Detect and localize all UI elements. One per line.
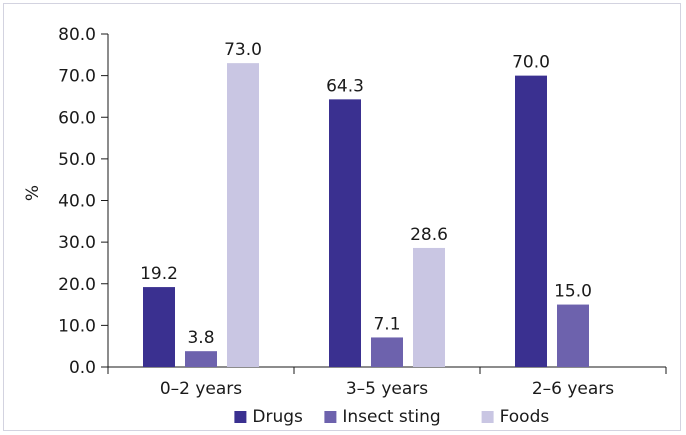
bar-value-label: 15.0 (554, 282, 592, 302)
legend: Drugs Insect sting Foods (234, 407, 549, 427)
bar-drugs (515, 75, 547, 367)
y-tick-label: 0.0 (69, 358, 96, 378)
bar-insect-sting (557, 304, 589, 367)
bar-foods (413, 247, 445, 367)
legend-swatch-foods (481, 411, 494, 423)
bar-foods (227, 63, 259, 367)
y-tick-label: 80.0 (58, 25, 96, 45)
x-tick-label: 2–6 years (532, 379, 614, 399)
bar-value-label: 19.2 (140, 264, 178, 284)
legend-swatch-drugs (234, 411, 247, 423)
y-axis-label: % (23, 185, 43, 201)
bar-value-label: 70.0 (512, 53, 550, 73)
legend-label: Drugs (252, 407, 303, 427)
bar-insect-sting (371, 337, 403, 367)
bar-value-label: 73.0 (224, 40, 262, 60)
bar-value-label: 7.1 (373, 314, 400, 334)
bar-insect-sting (185, 351, 217, 367)
y-tick-label: 30.0 (58, 233, 96, 253)
y-tick-label: 20.0 (58, 275, 96, 295)
y-axis: 0.0 10.0 20.0 30.0 40.0 50.0 60.0 70.0 80.0 (58, 25, 109, 378)
y-tick-label: 70.0 (58, 67, 96, 87)
y-tick-label: 10.0 (58, 316, 96, 336)
bar-drugs (143, 287, 175, 367)
y-tick-label: 40.0 (58, 192, 96, 212)
x-axis: 0–2 years 3–5 years 2–6 years (107, 366, 667, 399)
legend-label: Insect sting (342, 407, 440, 427)
bar-value-label: 28.6 (410, 225, 448, 245)
bar-value-label: 64.3 (326, 76, 364, 96)
value-labels: 19.2 3.8 73.0 64.3 7.1 28.6 70.0 15.0 (140, 40, 592, 348)
legend-label: Foods (500, 407, 550, 427)
bar-drugs (329, 99, 361, 367)
legend-swatch-insect-sting (324, 411, 337, 423)
y-tick-label: 50.0 (58, 150, 96, 170)
x-tick-label: 0–2 years (160, 379, 242, 399)
x-tick-label: 3–5 years (346, 379, 428, 399)
bars (143, 63, 589, 367)
bar-value-label: 3.8 (187, 328, 214, 348)
y-tick-label: 60.0 (58, 108, 96, 128)
